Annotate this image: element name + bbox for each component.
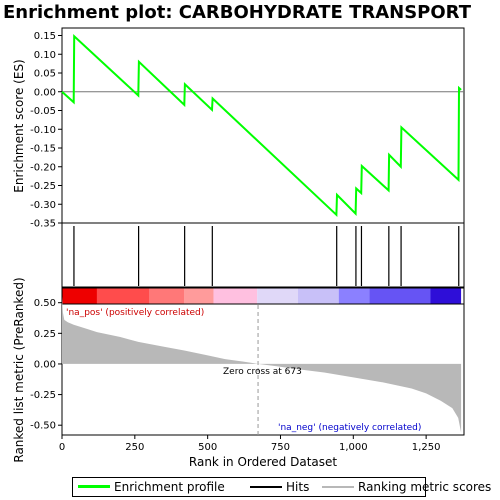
x-tick-label: 1,000: [339, 442, 368, 453]
color-bar-segment: [430, 288, 462, 304]
x-tick-label: 250: [125, 442, 144, 453]
x-tick-label: 500: [198, 442, 217, 453]
es-y-tick-label: -0.20: [30, 162, 56, 173]
color-bar-segment: [297, 288, 339, 304]
x-axis-label: Rank in Ordered Dataset: [189, 455, 337, 469]
es-y-axis: 0.15 0.10 0.05 0.00 -0.05 -0.10 -0.15 -0.20 -0.2…: [30, 31, 62, 230]
ranked-metric-panel: 0.50 0.25 0.00 -0.25 -0.50 'na_pos' (positiv…: [12, 277, 465, 463]
es-y-tick-label: 0.05: [34, 69, 56, 80]
color-bar-segment: [257, 288, 298, 304]
hits-panel: [61, 222, 465, 288]
x-tick-label: 750: [271, 442, 290, 453]
metric-y-tick-label: 0.50: [34, 298, 56, 309]
color-bar-segment: [369, 288, 431, 304]
es-y-tick-label: 0.10: [34, 50, 56, 61]
metric-y-tick-label: 0.00: [34, 359, 56, 370]
enrichment-profile-line: [61, 34, 462, 218]
es-y-tick-label: -0.05: [30, 106, 56, 117]
es-y-tick-label: -0.25: [30, 181, 56, 192]
es-y-tick-label: 0.00: [34, 87, 56, 98]
es-y-tick-label: -0.30: [30, 200, 56, 211]
hit-lines: [73, 226, 460, 286]
metric-y-axis-label: Ranked list metric (PreRanked): [12, 277, 26, 462]
ranking-metric-area: [62, 296, 462, 433]
metric-y-tick-label: -0.50: [30, 421, 56, 432]
enrichment-panel-frame: [61, 27, 465, 224]
es-y-tick-label: -0.15: [30, 144, 56, 155]
color-bar-segment: [213, 288, 258, 304]
x-tick-label: 0: [59, 442, 65, 453]
color-bar-segment: [338, 288, 370, 304]
es-y-tick-label: -0.35: [30, 219, 56, 230]
legend-label-hits: Hits: [286, 480, 310, 494]
es-y-tick-label: 0.15: [34, 31, 56, 42]
metric-y-tick-label: 0.25: [34, 329, 56, 340]
chart-title: Enrichment plot: CARBOHYDRATE TRANSPORT: [3, 2, 472, 23]
enrichment-score-panel: 0.15 0.10 0.05 0.00 -0.05 -0.10 -0.15 -0.20 -0.2…: [12, 27, 465, 230]
zero-cross-label: Zero cross at 673: [223, 367, 302, 377]
hits-panel-frame: [61, 222, 465, 288]
legend-swatch-metric: [322, 486, 354, 488]
negative-correlation-label: 'na_neg' (negatively correlated): [278, 423, 421, 433]
color-bar-segment: [96, 288, 150, 304]
color-bar-segment: [149, 288, 185, 304]
positive-correlation-label: 'na_pos' (positively correlated): [66, 308, 204, 318]
legend-label-enrichment: Enrichment profile: [114, 480, 225, 494]
color-bar-segment: [62, 288, 97, 304]
x-axis: 0 250 500 750 1,000 1,250: [59, 435, 441, 453]
legend: Enrichment profile Hits Ranking metric s…: [72, 477, 491, 497]
x-tick-label: 1,250: [412, 442, 441, 453]
ranking-color-bar: [61, 287, 465, 305]
es-y-tick-label: -0.10: [30, 125, 56, 136]
color-bar-segment: [184, 288, 214, 304]
metric-y-axis: 0.50 0.25 0.00 -0.25 -0.50: [30, 298, 62, 432]
legend-swatch-hits: [250, 486, 282, 488]
legend-swatch-enrichment: [78, 485, 110, 488]
metric-y-tick-label: -0.25: [30, 390, 56, 401]
es-y-axis-label: Enrichment score (ES): [12, 59, 26, 192]
legend-label-metric: Ranking metric scores: [358, 480, 492, 494]
